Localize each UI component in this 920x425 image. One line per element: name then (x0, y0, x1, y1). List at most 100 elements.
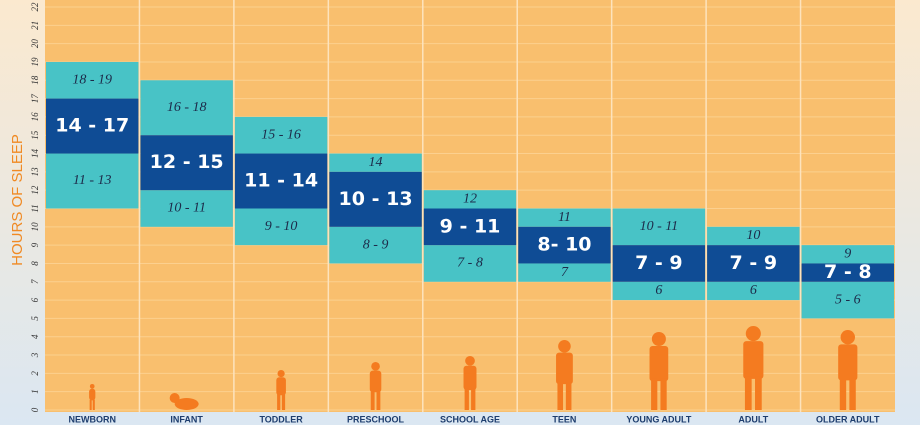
silhouette (565, 382, 572, 410)
silhouette (838, 344, 858, 381)
y-axis-title: HOURS OF SLEEP (9, 134, 26, 266)
silhouette (755, 376, 762, 410)
y-tick-label: 13 (30, 167, 40, 177)
low-label: 11 - 13 (73, 173, 112, 188)
silhouette (557, 382, 564, 410)
range-low (46, 153, 139, 209)
high-label: 11 (558, 210, 571, 225)
range-recommended (423, 208, 517, 246)
low-label: 6 (750, 283, 757, 298)
silhouette (463, 365, 477, 391)
category-label: TODDLER (259, 414, 303, 424)
silhouette (174, 398, 199, 410)
y-tick-label: 11 (30, 204, 40, 212)
range-low (612, 281, 706, 301)
y-tick-label: 12 (30, 185, 40, 195)
range-high (612, 208, 706, 246)
recommended-label: 12 - 15 (150, 151, 224, 173)
silhouette (744, 376, 752, 410)
y-tick-label: 0 (30, 407, 40, 412)
range-low (801, 281, 894, 319)
y-tick-label: 5 (30, 316, 40, 321)
range-recommended (801, 263, 894, 282)
y-tick-label: 9 (30, 242, 40, 247)
recommended-label: 14 - 17 (55, 115, 129, 137)
category-label: PRESCHOOL (347, 414, 405, 424)
high-label: 15 - 16 (261, 127, 301, 142)
y-tick-label: 10 (30, 222, 40, 232)
silhouette (169, 393, 180, 403)
range-recommended (612, 245, 706, 282)
y-tick-label: 16 (30, 112, 40, 122)
range-high (423, 190, 517, 209)
silhouette (649, 346, 669, 382)
y-tick-label: 20 (30, 39, 40, 49)
silhouette (376, 390, 381, 410)
y-tick-label: 6 (30, 297, 40, 302)
silhouette (277, 394, 281, 410)
low-label: 6 (655, 283, 662, 298)
y-tick-label: 19 (30, 57, 40, 67)
y-tick-label: 17 (30, 94, 40, 104)
high-label: 10 (746, 228, 760, 243)
range-high (329, 153, 422, 172)
recommended-label: 9 - 11 (440, 215, 501, 237)
range-low (140, 190, 233, 227)
category-label: NEWBORN (68, 414, 116, 424)
range-recommended (518, 226, 611, 264)
recommended-label: 8- 10 (537, 234, 591, 256)
category-label: SCHOOL AGE (440, 414, 500, 424)
silhouette (839, 378, 847, 410)
silhouette (745, 326, 761, 342)
category-label: INFANT (170, 414, 203, 424)
silhouette (89, 388, 96, 401)
y-tick-label: 14 (30, 149, 40, 159)
range-low (707, 281, 800, 301)
silhouette (660, 378, 667, 410)
silhouette (370, 390, 375, 410)
recommended-label: 11 - 14 (244, 170, 318, 192)
y-tick-label: 3 (30, 352, 40, 358)
silhouette (464, 388, 469, 410)
high-label: 18 - 19 (72, 72, 112, 87)
range-recommended (46, 98, 139, 154)
y-tick-label: 21 (30, 21, 40, 30)
high-label: 12 (463, 192, 477, 207)
y-tick-label: 8 (30, 261, 40, 266)
range-recommended (707, 245, 800, 282)
silhouette (92, 399, 95, 410)
silhouette (465, 356, 475, 366)
silhouette (556, 352, 573, 385)
low-label: 7 (561, 265, 569, 280)
recommended-label: 7 - 8 (824, 261, 872, 283)
category-label: OLDER ADULT (816, 414, 880, 424)
range-high (140, 80, 233, 136)
silhouette (743, 341, 764, 379)
high-label: 16 - 18 (167, 100, 207, 115)
low-label: 10 - 11 (167, 201, 206, 216)
range-high (707, 226, 800, 246)
y-tick-label: 1 (30, 389, 40, 394)
high-label: 9 (844, 247, 851, 262)
category-label: YOUNG ADULT (626, 414, 691, 424)
silhouette (276, 377, 286, 396)
range-high (518, 208, 611, 227)
recommended-label: 7 - 9 (635, 252, 683, 274)
range-low (518, 263, 611, 282)
low-label: 9 - 10 (265, 219, 298, 234)
silhouette (840, 330, 855, 345)
silhouette (89, 384, 95, 389)
recommended-label: 7 - 9 (730, 252, 778, 274)
silhouette (89, 399, 92, 410)
y-tick-label: 2 (30, 371, 40, 376)
low-label: 5 - 6 (835, 292, 861, 307)
range-recommended (140, 135, 233, 191)
high-label: 10 - 11 (640, 219, 679, 234)
range-high (46, 61, 139, 99)
range-low (234, 208, 328, 246)
y-tick-label: 22 (30, 2, 40, 12)
y-tick-label: 15 (30, 130, 40, 140)
silhouette (849, 378, 856, 410)
low-label: 7 - 8 (457, 256, 483, 271)
